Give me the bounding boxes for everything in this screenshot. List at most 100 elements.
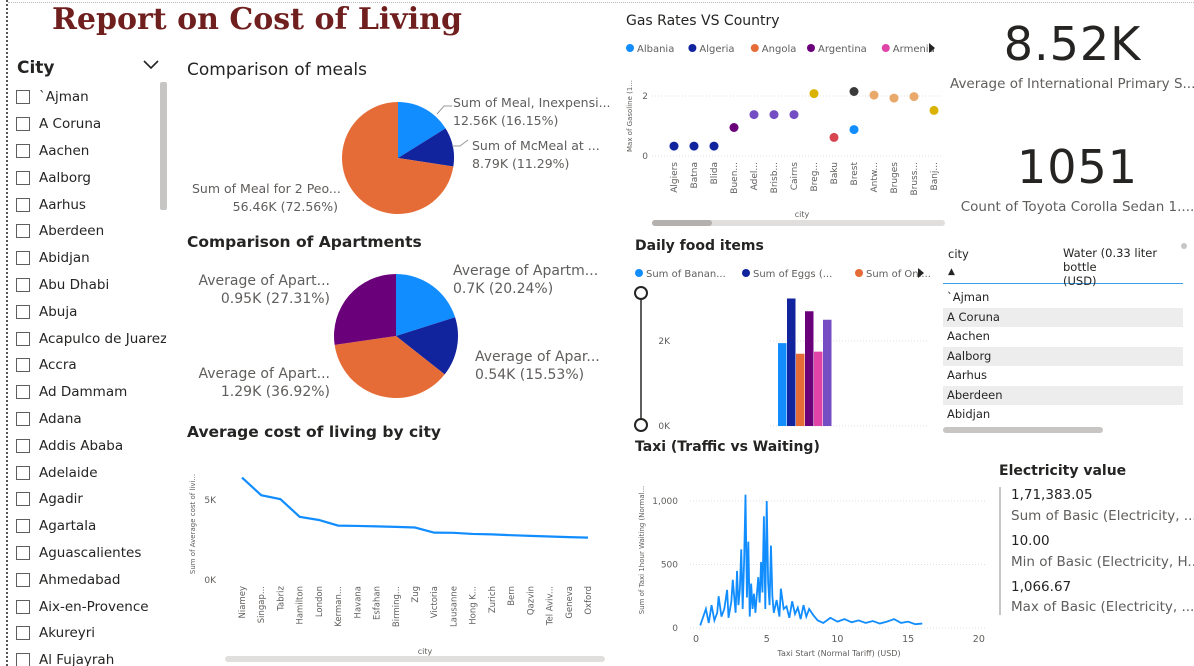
checkbox[interactable] <box>16 331 30 346</box>
checkbox[interactable] <box>16 90 30 105</box>
legend-label[interactable]: Sum of Eggs (... <box>753 269 832 280</box>
checkbox[interactable] <box>16 519 30 534</box>
scatter-point[interactable] <box>749 110 759 120</box>
bar[interactable] <box>778 343 787 426</box>
slicer-item[interactable]: Acapulco de Juarez <box>16 325 166 352</box>
slicer-item[interactable]: A Coruna <box>16 111 166 138</box>
scatter-point[interactable] <box>789 110 799 120</box>
slicer-item[interactable]: Aguascalientes <box>16 540 166 567</box>
checkbox[interactable] <box>16 117 30 132</box>
checkbox[interactable] <box>16 358 30 373</box>
pie-slice[interactable] <box>334 336 445 398</box>
slicer-item[interactable]: `Ajman <box>16 84 166 111</box>
checkbox[interactable] <box>16 277 30 292</box>
chevron-down-icon[interactable] <box>142 58 160 72</box>
scatter-point[interactable] <box>689 141 699 151</box>
checkbox[interactable] <box>16 492 30 507</box>
checkbox[interactable] <box>16 143 30 158</box>
slicer-item[interactable]: Al Fujayrah <box>16 647 166 666</box>
checkbox[interactable] <box>16 626 30 641</box>
slicer-item[interactable]: Aachen <box>16 138 166 165</box>
checkbox[interactable] <box>16 572 30 587</box>
bar[interactable] <box>796 353 805 426</box>
slicer-item[interactable]: Agartala <box>16 513 166 540</box>
legend-label[interactable]: Albania <box>637 44 674 55</box>
slicer-item[interactable]: Agadir <box>16 486 166 513</box>
slicer-item[interactable]: Aalborg <box>16 164 166 191</box>
x-tick-label: Batna <box>690 162 700 188</box>
slicer-item[interactable]: Adana <box>16 406 166 433</box>
scatter-point[interactable] <box>929 105 939 115</box>
sort-ascending-icon[interactable]: ▲ <box>948 267 955 277</box>
checkbox[interactable] <box>16 465 30 480</box>
pie-slice[interactable] <box>396 274 456 336</box>
slicer-item[interactable]: Aix-en-Provence <box>16 593 166 620</box>
slicer-item[interactable]: Abuja <box>16 298 166 325</box>
pie-slice[interactable] <box>334 274 396 345</box>
range-slider-handle-top[interactable] <box>634 286 648 300</box>
checkbox[interactable] <box>16 411 30 426</box>
scatter-point[interactable] <box>889 93 899 103</box>
legend-label[interactable]: Argentina <box>818 44 867 55</box>
pie-slice[interactable] <box>396 317 458 375</box>
pie-slice[interactable] <box>398 102 446 158</box>
scatter-point[interactable] <box>909 92 919 102</box>
slicer-item[interactable]: Abu Dhabi <box>16 272 166 299</box>
range-slider-handle-bottom[interactable] <box>634 418 648 432</box>
slicer-scrollbar[interactable] <box>160 82 167 210</box>
slicer-item[interactable]: Accra <box>16 352 166 379</box>
slicer-item[interactable]: Adelaide <box>16 459 166 486</box>
table-header-city[interactable]: city <box>948 247 969 261</box>
scatter-point[interactable] <box>669 141 679 151</box>
legend-label[interactable]: Armenia <box>893 44 935 55</box>
line-series[interactable] <box>241 476 589 539</box>
pie-slice[interactable] <box>342 102 454 214</box>
chart-hscroll-track[interactable] <box>652 220 945 226</box>
slicer-item[interactable]: Akureyri <box>16 620 166 647</box>
scatter-point[interactable] <box>869 90 879 100</box>
scatter-point[interactable] <box>709 141 719 151</box>
chart-hscroll[interactable] <box>225 656 605 662</box>
pie-slice[interactable] <box>398 128 454 167</box>
checkbox[interactable] <box>16 170 30 185</box>
slicer-item[interactable]: Ad Dammam <box>16 379 166 406</box>
legend-label[interactable]: Sum of Banan... <box>646 269 726 280</box>
checkbox[interactable] <box>16 438 30 453</box>
slicer-item[interactable]: Abidjan <box>16 245 166 272</box>
table-hscroll[interactable] <box>943 427 1103 433</box>
legend-label[interactable]: Sum of Oni... <box>866 269 931 280</box>
slicer-item[interactable]: Addis Ababa <box>16 432 166 459</box>
scatter-point[interactable] <box>849 125 859 135</box>
table-vscroll[interactable] <box>1181 243 1187 249</box>
checkbox[interactable] <box>16 251 30 266</box>
checkbox[interactable] <box>16 385 30 400</box>
scatter-point[interactable] <box>729 123 739 132</box>
bar[interactable] <box>823 319 832 426</box>
scatter-point[interactable] <box>809 89 819 99</box>
line-series[interactable] <box>699 494 923 626</box>
x-tick-label: Hong K... <box>469 586 479 625</box>
scatter-point[interactable] <box>829 132 839 142</box>
scatter-point[interactable] <box>849 87 859 96</box>
slicer-item[interactable]: Aarhus <box>16 191 166 218</box>
checkbox[interactable] <box>16 304 30 319</box>
checkbox[interactable] <box>16 653 30 666</box>
electricity-accent-bar <box>999 487 1001 615</box>
bar[interactable] <box>787 298 796 427</box>
slicer-item[interactable]: Aberdeen <box>16 218 166 245</box>
checkbox[interactable] <box>16 197 30 212</box>
slicer-item-label: Adelaide <box>39 464 98 481</box>
legend-label[interactable]: Angola <box>762 44 797 55</box>
checkbox[interactable] <box>16 599 30 614</box>
slicer-item[interactable]: Ahmedabad <box>16 566 166 593</box>
bar[interactable] <box>814 351 823 426</box>
bar[interactable] <box>805 311 814 426</box>
legend-label[interactable]: Algeria <box>699 44 734 55</box>
table-header-water[interactable]: Water (0.33 liter bottle (USD) <box>1063 246 1158 288</box>
legend-next-icon[interactable] <box>929 43 935 53</box>
checkbox[interactable] <box>16 224 30 239</box>
chart-hscroll-thumb[interactable] <box>652 220 712 226</box>
scatter-point[interactable] <box>769 110 779 120</box>
checkbox[interactable] <box>16 545 30 560</box>
legend-next-icon[interactable] <box>918 268 924 278</box>
